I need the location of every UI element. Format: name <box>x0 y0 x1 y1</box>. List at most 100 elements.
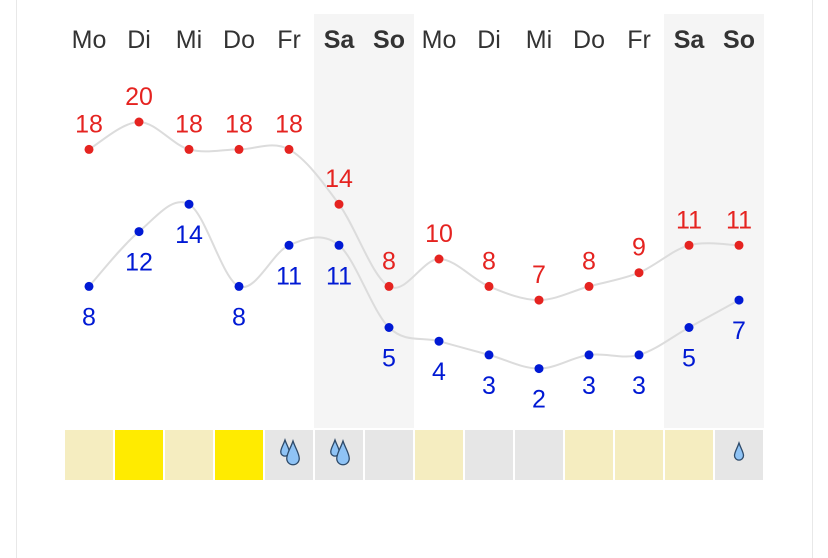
day-label: Do <box>223 26 255 54</box>
weather-cell <box>165 430 213 480</box>
weather-cell <box>465 430 513 480</box>
min-temp-point <box>234 281 244 291</box>
weather-cell <box>65 430 113 480</box>
max-temp-label: 9 <box>632 234 646 262</box>
day-label: Fr <box>627 26 651 54</box>
max-temp-label: 8 <box>482 247 496 275</box>
min-temp-point <box>334 240 344 250</box>
min-temp-point <box>284 240 294 250</box>
min-temp-label: 3 <box>582 372 596 400</box>
day-label: Di <box>127 26 151 54</box>
day-label: Sa <box>324 26 356 54</box>
min-temp-point <box>484 350 494 360</box>
max-temp-label: 18 <box>275 110 303 138</box>
max-temp-point <box>284 144 294 154</box>
min-temp-point <box>134 227 144 237</box>
min-temp-label: 11 <box>326 262 352 290</box>
weekend-shade <box>714 14 764 428</box>
day-label: Do <box>573 26 605 54</box>
max-temp-label: 18 <box>75 110 103 138</box>
day-label: Mo <box>72 26 107 54</box>
weekend-shade <box>314 14 364 428</box>
weather-cell <box>665 430 713 480</box>
max-temp-line <box>88 120 740 302</box>
day-label: So <box>373 26 405 54</box>
max-temp-point <box>534 295 544 305</box>
min-temp-label: 5 <box>382 345 396 373</box>
min-temp-label: 8 <box>82 303 96 331</box>
max-temp-point <box>234 144 244 154</box>
min-temp-label: 3 <box>482 372 496 400</box>
min-temp-point <box>84 281 94 291</box>
weekend-shade <box>364 14 414 428</box>
min-temp-point <box>184 199 194 209</box>
weather-sunny <box>215 430 263 480</box>
max-temp-point <box>384 281 394 291</box>
rain-drop-icon <box>330 437 340 457</box>
weather-cell <box>315 430 363 480</box>
temperature-chart: Mo Di Mi Do Fr Sa So Mo Di Mi Do Fr Sa So 18 20 18 18 18 14… <box>65 14 764 480</box>
day-label: So <box>723 26 755 54</box>
max-temp-label: 7 <box>532 261 546 289</box>
max-temp-label: 8 <box>582 247 596 275</box>
max-temp-label: 18 <box>175 110 203 138</box>
rain-drop-icon <box>336 438 350 466</box>
weather-partly-sunny <box>415 430 463 480</box>
min-temp-label: 2 <box>532 386 546 414</box>
min-temp-label: 5 <box>682 345 696 373</box>
max-temp-label: 8 <box>382 247 396 275</box>
min-temp-point <box>434 336 444 346</box>
rain-drop-icon <box>280 437 290 457</box>
min-temp-point <box>584 350 594 360</box>
weather-cell <box>615 430 663 480</box>
max-temp-point <box>484 281 494 291</box>
max-temp-label: 10 <box>425 220 453 248</box>
weekend-shade <box>664 14 714 428</box>
day-label: Sa <box>674 26 706 54</box>
min-temp-point <box>734 295 744 305</box>
weather-cell <box>115 430 163 480</box>
max-temp-label: 11 <box>676 206 702 234</box>
day-label: Mi <box>526 26 552 54</box>
min-temp-label: 14 <box>175 221 203 249</box>
weather-partly-sunny <box>565 430 613 480</box>
max-temp-point <box>434 254 444 264</box>
max-temp-point <box>184 144 194 154</box>
max-temp-point <box>134 117 144 127</box>
min-temp-point <box>684 323 694 332</box>
weather-cloudy <box>465 430 513 480</box>
weather-partly-sunny <box>65 430 113 480</box>
weather-partly-sunny <box>165 430 213 480</box>
min-temp-label: 12 <box>125 249 153 277</box>
min-temp-point <box>384 323 394 332</box>
weather-cell <box>715 430 763 480</box>
max-temp-label: 18 <box>225 110 253 138</box>
weather-cell <box>565 430 613 480</box>
max-temp-point <box>734 240 744 250</box>
day-label: Mo <box>422 26 457 54</box>
max-temp-point <box>84 144 94 154</box>
max-temp-label: 20 <box>125 83 153 111</box>
max-temp-point <box>634 268 644 278</box>
weather-cell <box>215 430 263 480</box>
day-label: Fr <box>277 26 301 54</box>
rain-drop-icon <box>733 440 745 461</box>
min-temp-label: 3 <box>632 372 646 400</box>
weather-cell <box>415 430 463 480</box>
min-temp-point <box>534 364 544 374</box>
min-temp-label: 4 <box>432 358 446 386</box>
weather-cell <box>365 430 413 480</box>
max-temp-point <box>684 240 694 250</box>
day-label: Mi <box>176 26 202 54</box>
max-temp-point <box>584 281 594 291</box>
min-temp-point <box>634 350 644 360</box>
min-temp-label: 11 <box>276 262 302 290</box>
weather-cloudy <box>515 430 563 480</box>
weather-partly-sunny <box>665 430 713 480</box>
weather-cell <box>265 430 313 480</box>
min-temp-label: 7 <box>732 317 746 345</box>
max-temp-label: 11 <box>726 206 752 234</box>
min-temp-label: 8 <box>232 303 246 331</box>
rain-drop-icon <box>286 438 300 466</box>
weather-sunny <box>115 430 163 480</box>
